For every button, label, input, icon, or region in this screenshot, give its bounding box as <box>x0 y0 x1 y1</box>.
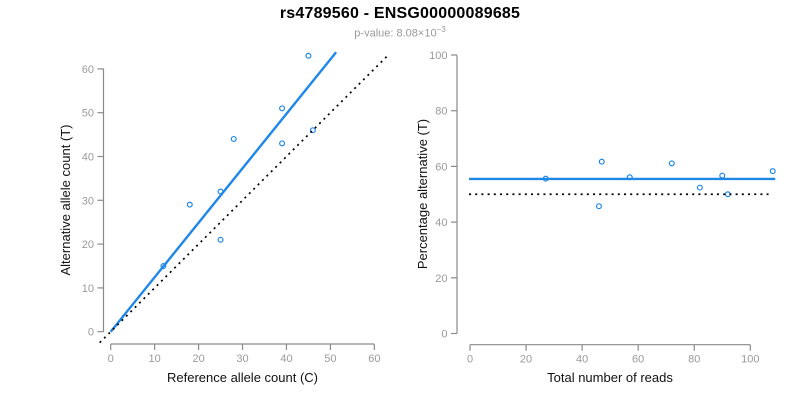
x-tick-label: 30 <box>236 353 248 365</box>
x-tick-label: 100 <box>741 354 759 366</box>
data-point <box>217 236 224 243</box>
figure-subtitle: p-value: 8.08×10−3 <box>0 25 800 40</box>
identity-line <box>99 54 390 344</box>
data-point <box>160 263 167 270</box>
data-point <box>696 184 703 191</box>
y-tick-label: 30 <box>82 195 94 207</box>
y-tick-label: 10 <box>82 283 94 295</box>
x-tick-label: 80 <box>688 354 700 366</box>
y-axis-title: Percentage alternative (T) <box>415 119 430 269</box>
x-axis-title: Reference allele count (C) <box>167 370 318 385</box>
y-tick-label: 0 <box>441 329 447 341</box>
data-point <box>668 160 675 167</box>
y-axis-title: Alternative allele count (T) <box>58 124 73 275</box>
data-point <box>598 158 605 165</box>
y-tick-label: 50 <box>82 108 94 120</box>
x-tick-label: 0 <box>108 353 114 365</box>
data-point <box>279 105 286 112</box>
data-point <box>769 168 776 175</box>
x-tick-label: 40 <box>576 354 588 366</box>
y-tick-label: 0 <box>88 327 94 339</box>
fit-line <box>109 51 338 333</box>
data-point <box>309 127 316 134</box>
x-tick-label: 10 <box>149 353 161 365</box>
figure-title: rs4789560 - ENSG00000089685 <box>279 5 521 22</box>
y-tick-label: 20 <box>435 273 447 285</box>
scatter-panel-right: 0 20 40 60 80 100 0 20 40 60 80 100 Total number of … <box>415 50 776 385</box>
pvalue-text: p-value: 8.08×10 <box>354 27 437 40</box>
x-tick-label: 40 <box>280 353 292 365</box>
y-tick-label: 20 <box>82 239 94 251</box>
y-tick-label: 60 <box>82 64 94 76</box>
data-point <box>595 203 602 210</box>
x-tick-label: 20 <box>520 354 532 366</box>
x-tick-label: 60 <box>632 354 644 366</box>
x-tick-label: 60 <box>368 353 380 365</box>
pvalue-exponent: −3 <box>436 25 446 34</box>
y-tick-label: 100 <box>429 50 447 62</box>
x-tick-label: 50 <box>324 353 336 365</box>
y-tick-label: 40 <box>82 152 94 164</box>
data-point <box>186 201 193 208</box>
x-axis-title: Total number of reads <box>547 370 673 385</box>
y-tick-label: 60 <box>435 161 447 173</box>
data-point <box>230 135 237 142</box>
scatter-panel-left: 0 10 20 30 40 50 60 0 10 20 30 40 50 60 Reference alle… <box>58 51 390 385</box>
data-point <box>279 140 286 147</box>
data-point <box>305 52 312 59</box>
y-tick-label: 80 <box>435 106 447 118</box>
x-tick-label: 0 <box>467 354 473 366</box>
y-tick-label: 40 <box>435 217 447 229</box>
data-point <box>719 172 726 179</box>
x-tick-label: 20 <box>192 353 204 365</box>
